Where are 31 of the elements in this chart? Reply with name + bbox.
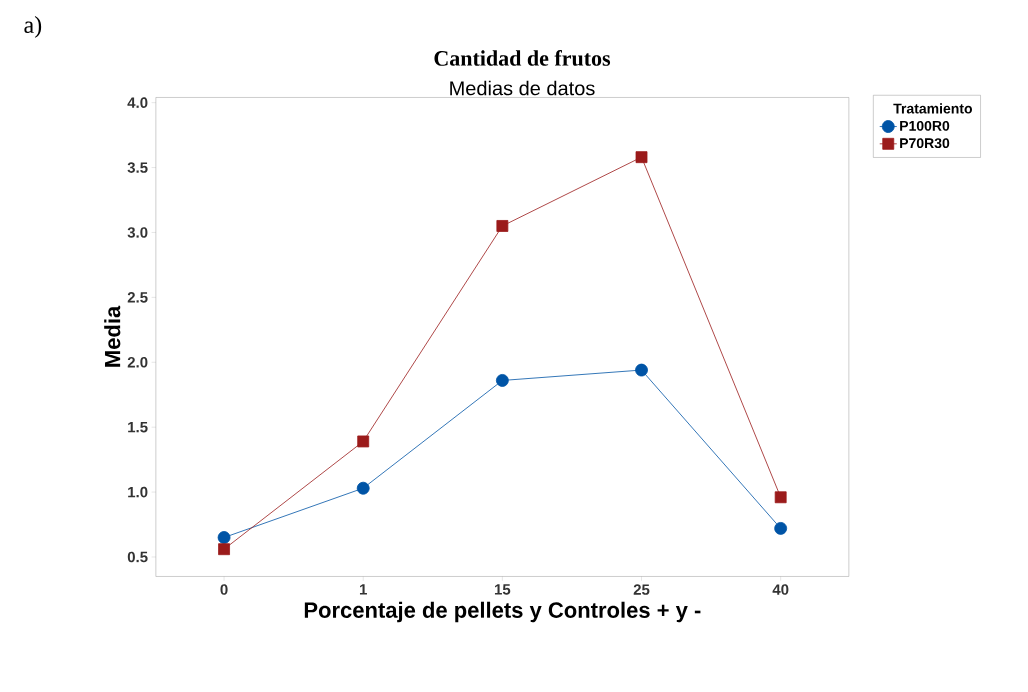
point xyxy=(774,522,788,535)
y-axis-title: Media xyxy=(104,305,121,367)
text: a) xyxy=(24,16,42,38)
x-axis-title: Porcentaje de pellets y Controles + y - xyxy=(304,601,701,623)
legend-label: P70R30 xyxy=(900,138,950,149)
point xyxy=(774,491,787,504)
chart-title: Cantidad de frutos xyxy=(434,50,611,66)
x-tick-label: 40 xyxy=(772,584,789,595)
chart-subtitle: Medias de datos xyxy=(450,80,595,96)
y-tick-label: 4.0 xyxy=(127,97,148,108)
legend-label: P100R0 xyxy=(900,120,950,131)
y-tick-label: 3.0 xyxy=(127,227,148,238)
y-tick-label: 2.5 xyxy=(127,292,148,303)
point xyxy=(217,531,231,544)
x-tick-label: 1 xyxy=(359,584,367,595)
x-tick-label: 0 xyxy=(220,584,228,595)
point xyxy=(635,151,648,164)
y-tick-label: 3.5 xyxy=(127,162,148,173)
point xyxy=(356,481,370,495)
point xyxy=(635,363,648,377)
point xyxy=(357,435,370,448)
x-tick-label: 25 xyxy=(633,584,650,595)
legend-title: Tratamiento xyxy=(893,103,972,114)
y-tick-label: 0.5 xyxy=(127,551,148,563)
y-tick-label: 1.5 xyxy=(128,421,148,433)
x-tick-label: 15 xyxy=(494,584,511,595)
point xyxy=(496,220,509,232)
y-tick-label: 1.0 xyxy=(128,486,148,498)
y-tick-label: 2.0 xyxy=(127,356,148,368)
point xyxy=(218,543,230,556)
point xyxy=(495,374,509,387)
